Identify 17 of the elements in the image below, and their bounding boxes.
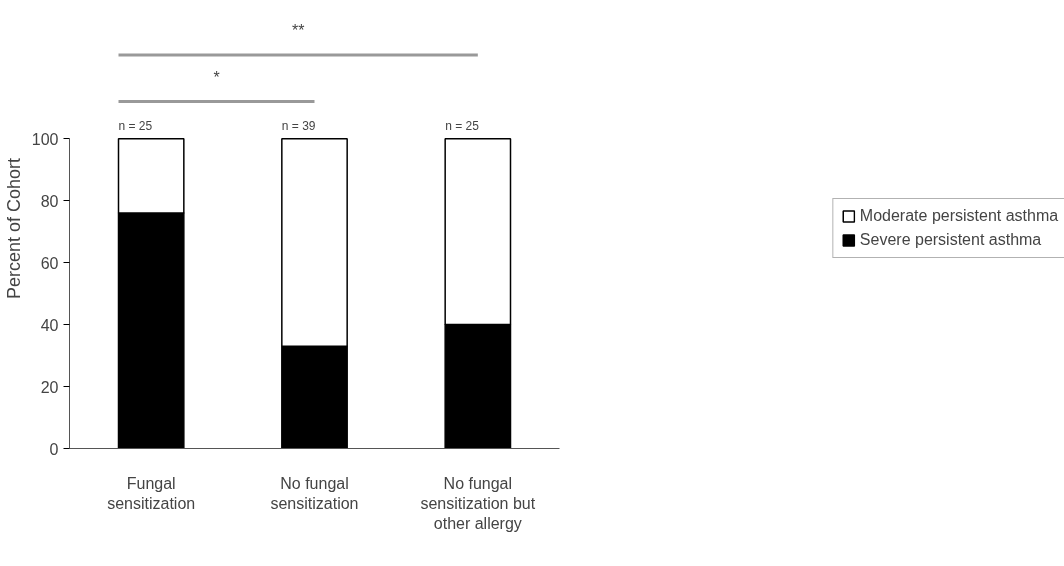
y-tick-label: 100 <box>31 130 59 148</box>
y-tick-label: 40 <box>40 316 59 334</box>
y-tick-label: 60 <box>40 254 59 272</box>
text: ** <box>291 22 305 40</box>
x-tick-label: Fungal sensitization <box>107 474 196 512</box>
x-tick-label: No fungal sensitization but other allergy <box>420 474 536 533</box>
y-tick-label: 80 <box>40 192 59 210</box>
annotation: n = 39 <box>281 118 316 133</box>
text: * <box>213 68 220 86</box>
legend-label: Severe persistent asthma <box>859 231 1042 249</box>
annotation: n = 25 <box>118 118 153 133</box>
legend-label: Moderate persistent asthma <box>859 207 1059 225</box>
y-axis-title: Percent of Cohort <box>3 157 24 300</box>
y-tick-label: 0 <box>49 440 59 458</box>
x-tick-label: No fungal sensitization <box>270 474 359 512</box>
annotation: n = 25 <box>445 118 480 133</box>
y-tick-label: 20 <box>40 378 59 396</box>
